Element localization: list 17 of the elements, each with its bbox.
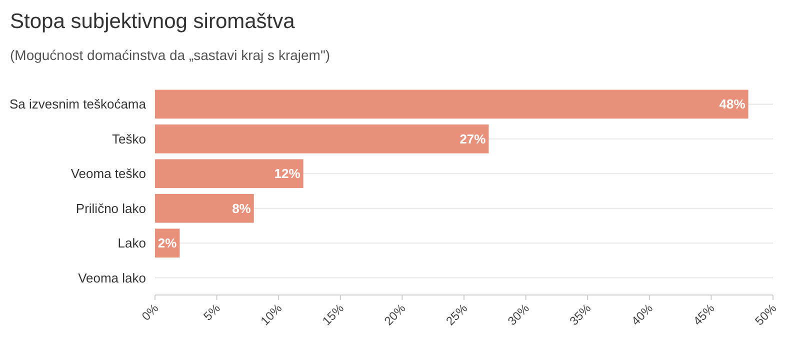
x-tick-label: 45% <box>690 301 718 328</box>
y-tick-label: Veoma teško <box>70 166 146 182</box>
data-label: 48% <box>719 96 746 112</box>
x-tick-label: 40% <box>628 301 656 328</box>
y-tick-label: Teško <box>112 131 146 146</box>
data-label: 8% <box>232 200 252 216</box>
chart-title: Stopa subjektivnog siromaštva <box>10 10 296 33</box>
x-tick-label: 0% <box>138 300 162 324</box>
x-tick-label: 5% <box>200 300 224 324</box>
y-tick-label: Prilično lako <box>76 200 146 216</box>
y-tick-label: Veoma lako <box>78 270 146 286</box>
chart-subtitle: (Mogućnost domaćinstva da „sastavi kraj s krajem") <box>10 47 330 63</box>
y-tick-label: Lako <box>118 236 146 251</box>
data-label: 27% <box>460 131 486 146</box>
data-label: 2% <box>158 236 178 251</box>
data-label: 12% <box>274 166 301 182</box>
y-tick-label: Sa izvesnim teškoćama <box>9 96 147 112</box>
